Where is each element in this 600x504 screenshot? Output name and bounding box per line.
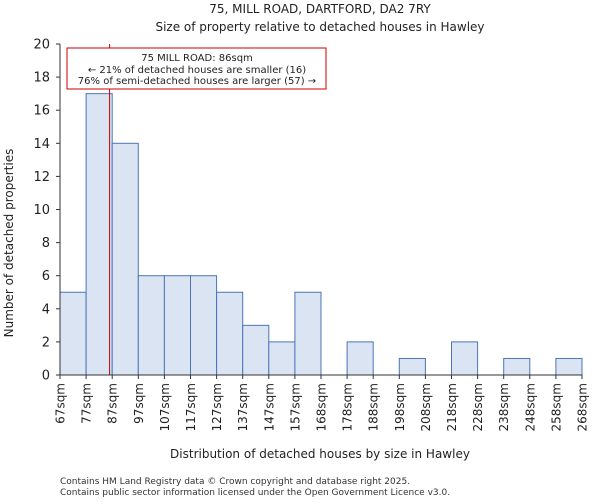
- annotation-line1: 75 MILL ROAD: 86sqm: [141, 53, 253, 64]
- bar-238sqm: [503, 357, 531, 376]
- y-tick-label: 14: [33, 137, 50, 152]
- x-tick-label: 178sqm: [341, 383, 355, 431]
- bar-67sqm: [59, 291, 87, 376]
- bar-97sqm: [137, 275, 165, 376]
- bar-258sqm: [555, 357, 583, 376]
- chart-title-line2: Size of property relative to detached ho…: [155, 20, 484, 34]
- bar-218sqm: [451, 341, 479, 376]
- x-tick-label: 67sqm: [54, 383, 68, 424]
- y-tick-label: 0: [42, 369, 50, 384]
- x-tick-label: 228sqm: [471, 383, 485, 431]
- bar-157sqm: [294, 291, 322, 376]
- x-tick-label: 198sqm: [393, 383, 407, 431]
- bars-layer: [59, 93, 583, 376]
- y-tick-label: 10: [33, 203, 50, 218]
- x-tick-label: 87sqm: [106, 383, 120, 424]
- x-tick-label: 77sqm: [80, 383, 94, 424]
- x-tick-label: 97sqm: [132, 383, 146, 424]
- x-tick-label: 208sqm: [419, 383, 433, 431]
- annotation-line3: 76% of semi-detached houses are larger (…: [78, 76, 316, 87]
- y-tick-label: 8: [42, 236, 50, 251]
- x-ticks: 67sqm 77sqm 87sqm 97sqm 107sqm 117sqm 127sqm 13…: [54, 375, 590, 431]
- y-axis-label: Number of detached properties: [2, 149, 16, 338]
- bar-178sqm: [346, 341, 374, 376]
- x-tick-label: 127sqm: [210, 383, 224, 431]
- y-ticks: 0 2 4 6 8 10 12 14 16 18 20: [33, 38, 60, 384]
- chart-title-line1: 75, MILL ROAD, DARTFORD, DA2 7RY: [209, 2, 431, 16]
- footer-line1: Contains HM Land Registry data © Crown c…: [60, 477, 410, 487]
- y-tick-label: 16: [33, 104, 50, 119]
- y-tick-label: 18: [33, 71, 50, 86]
- x-tick-label: 107sqm: [158, 383, 172, 431]
- x-tick-label: 238sqm: [497, 383, 511, 431]
- bar-107sqm: [163, 275, 191, 376]
- x-tick-label: 137sqm: [236, 383, 250, 431]
- y-tick-label: 2: [42, 335, 50, 350]
- y-tick-label: 4: [42, 302, 50, 317]
- bar-117sqm: [190, 275, 218, 376]
- x-tick-label: 168sqm: [315, 383, 329, 431]
- x-tick-label: 157sqm: [288, 383, 302, 431]
- footer-line2: Contains public sector information licen…: [60, 488, 450, 498]
- x-tick-label: 248sqm: [523, 383, 537, 431]
- x-tick-label: 258sqm: [549, 383, 563, 431]
- bar-77sqm: [85, 93, 113, 376]
- y-tick-label: 12: [33, 170, 50, 185]
- bar-198sqm: [398, 357, 426, 376]
- y-tick-label: 20: [33, 38, 50, 53]
- x-tick-label: 218sqm: [445, 383, 459, 431]
- bar-137sqm: [242, 324, 270, 376]
- annotation-line2: ← 21% of detached houses are smaller (16…: [88, 65, 306, 76]
- x-tick-label: 147sqm: [262, 383, 276, 431]
- bar-87sqm: [111, 142, 139, 376]
- y-tick-label: 6: [42, 269, 50, 284]
- bar-127sqm: [216, 291, 244, 376]
- x-axis-label: Distribution of detached houses by size …: [170, 447, 470, 461]
- bar-147sqm: [268, 341, 296, 376]
- annotation-box: 75 MILL ROAD: 86sqm ← 21% of detached ho…: [66, 47, 327, 90]
- x-tick-label: 188sqm: [367, 383, 381, 431]
- x-tick-label: 268sqm: [576, 383, 590, 431]
- x-tick-label: 117sqm: [184, 383, 198, 431]
